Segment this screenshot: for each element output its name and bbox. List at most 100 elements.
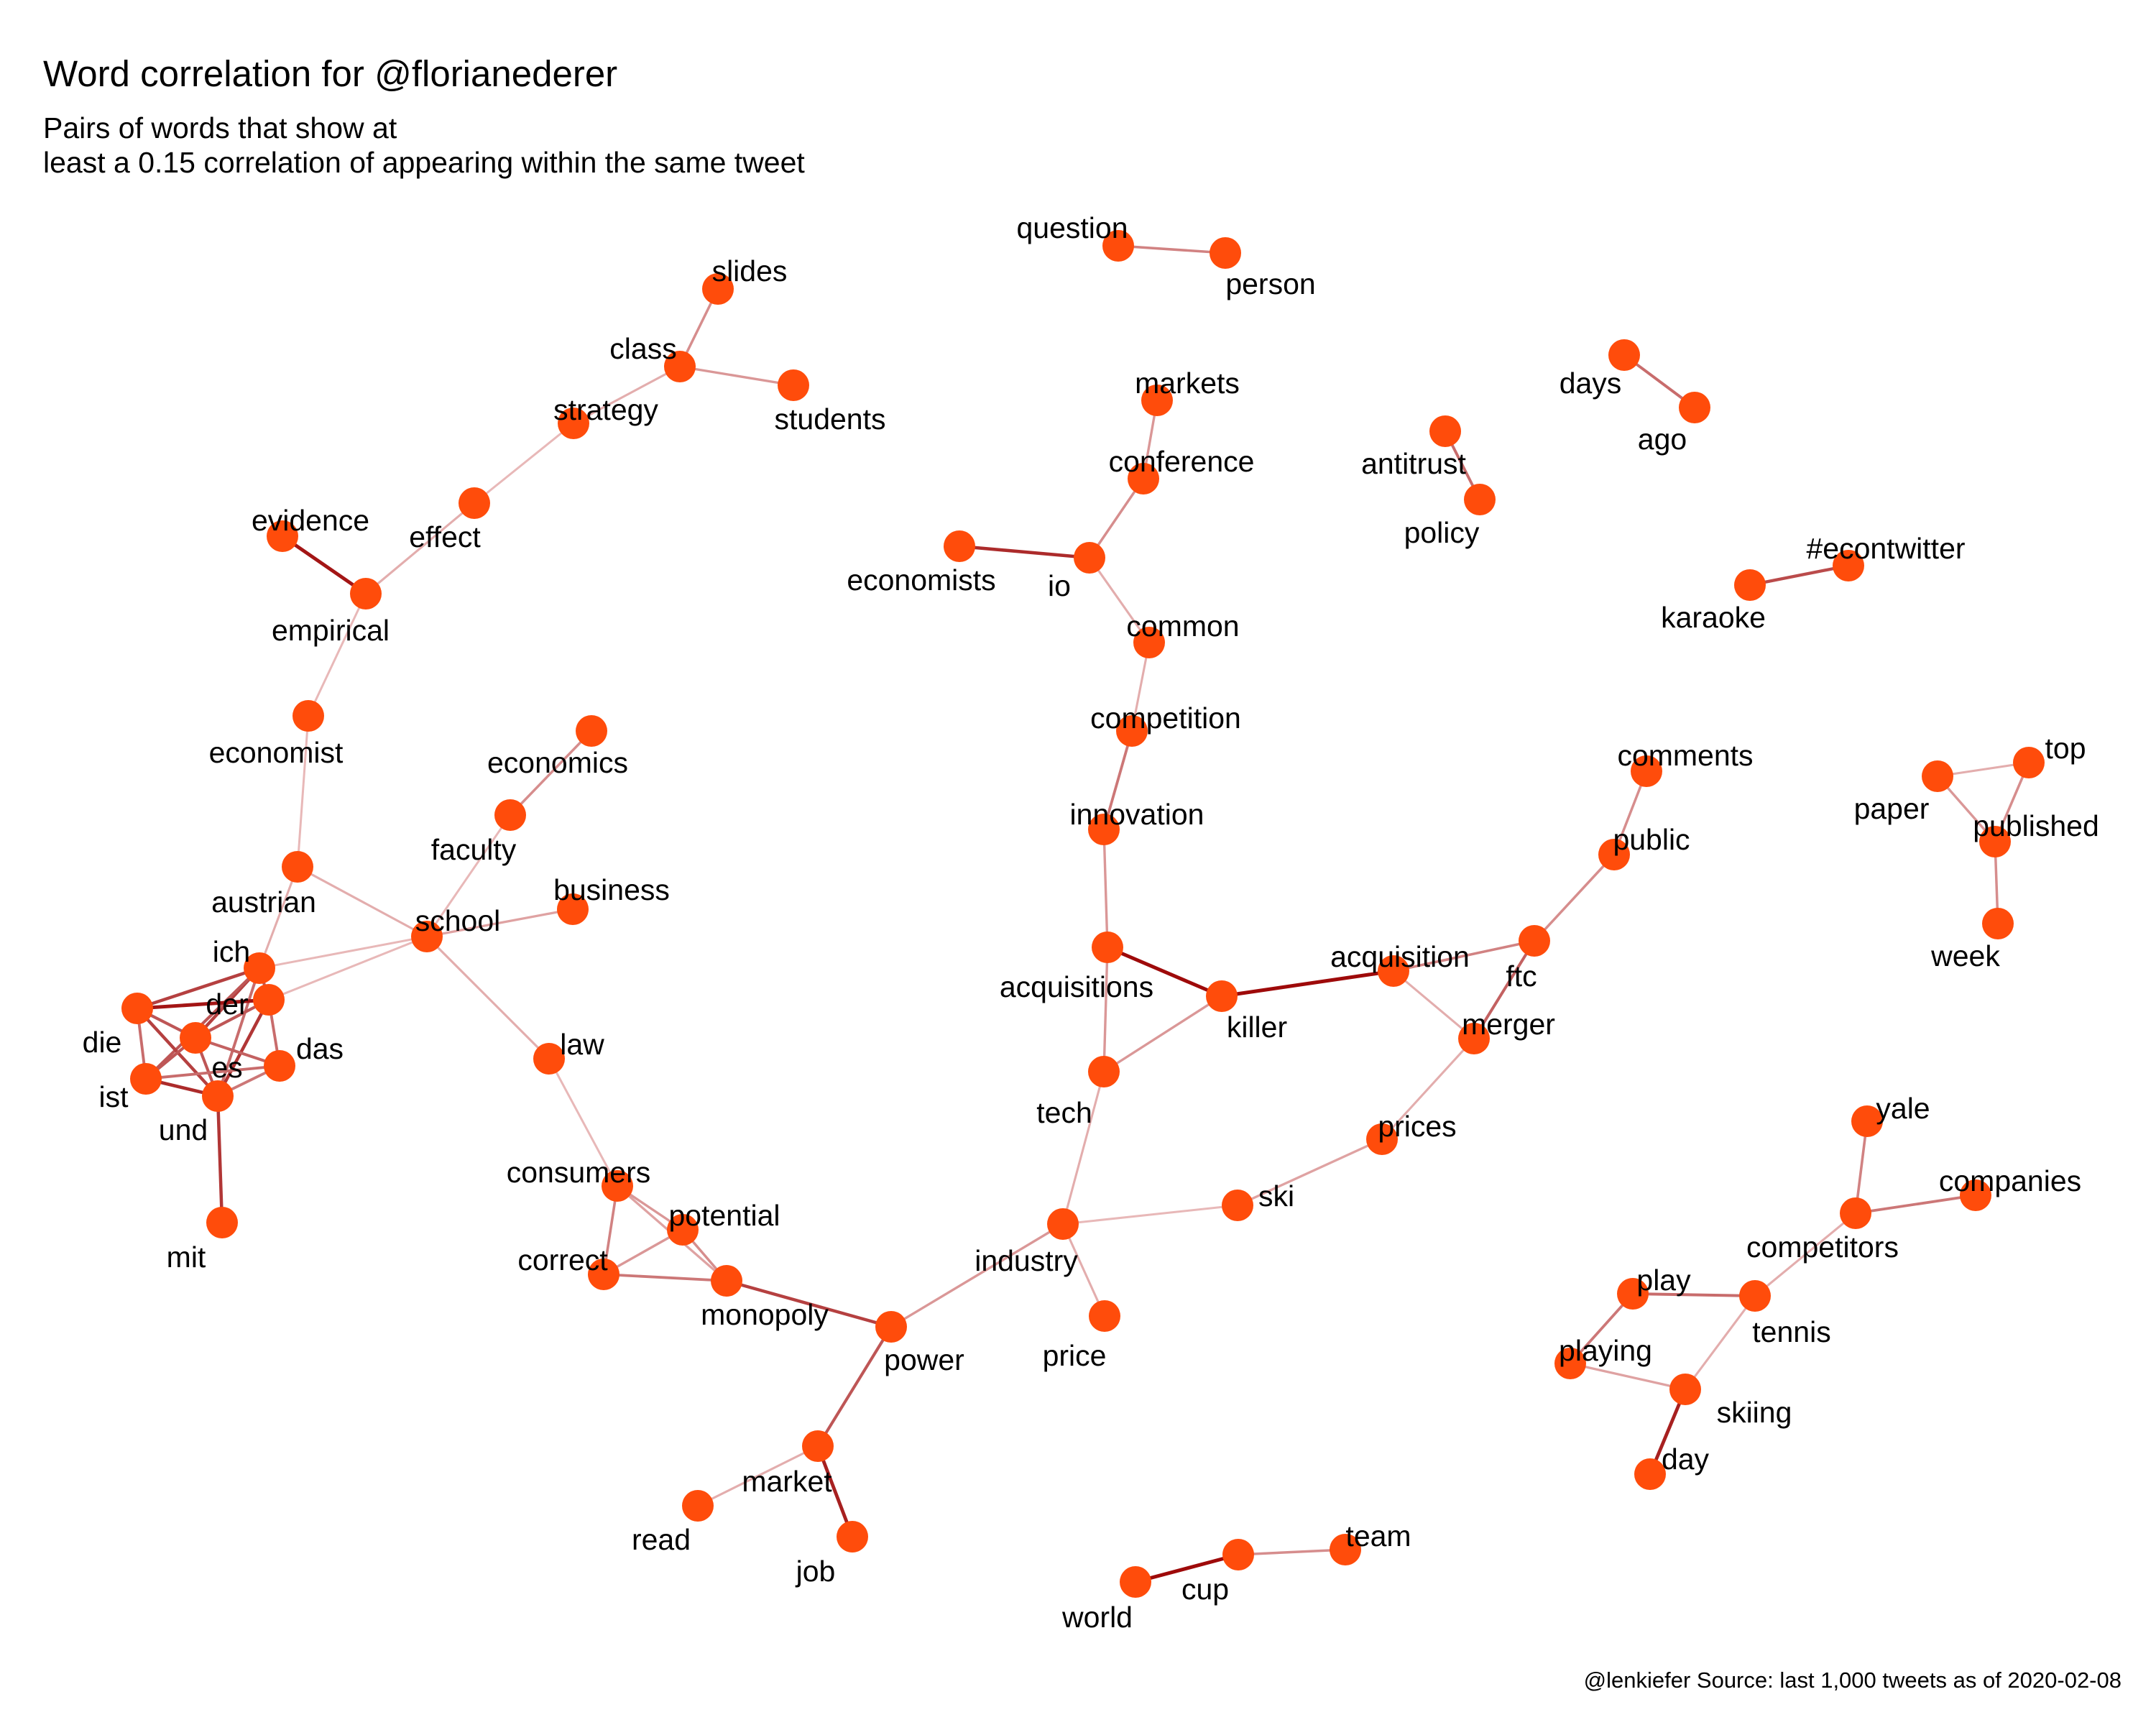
node-label-monopoly: monopoly: [701, 1298, 829, 1331]
node-label-slides: slides: [712, 254, 788, 288]
node-label-ago: ago: [1638, 423, 1687, 456]
edge-economists-io: [957, 544, 1092, 560]
node-die: [121, 993, 153, 1024]
node-economics: [576, 715, 607, 747]
label-layer: question person slides class students strateg…: [83, 211, 2099, 1634]
node-acquisition: [1378, 955, 1409, 987]
edge-effect-empirical: [364, 502, 476, 595]
edge-austrian-ich: [258, 865, 299, 970]
node-label-prices: prices: [1378, 1110, 1456, 1143]
chart-caption: @lenkiefer Source: last 1,000 tweets as …: [1584, 1668, 2122, 1693]
node-label-business: business: [553, 873, 670, 906]
node-io: [1074, 542, 1105, 574]
node-label-ftc: ftc: [1506, 960, 1537, 993]
node-label-economics: economics: [487, 746, 628, 779]
node-label-und: und: [159, 1113, 208, 1146]
node-business: [557, 893, 589, 925]
edge-tennis-skiing: [1684, 1294, 1756, 1391]
node-ftc: [1519, 925, 1550, 957]
node-label-karaoke: karaoke: [1661, 601, 1766, 634]
node-label-law: law: [560, 1028, 604, 1061]
node-law: [533, 1043, 565, 1075]
edge-merger-prices: [1381, 1037, 1475, 1141]
node-der: [253, 984, 285, 1016]
node-label-price: price: [1043, 1339, 1107, 1372]
node-label-students: students: [775, 402, 886, 436]
node-label-top: top: [2045, 732, 2086, 765]
node-public: [1598, 839, 1630, 870]
node-play: [1617, 1278, 1649, 1310]
edge-killer-tech: [1102, 995, 1223, 1073]
node-austrian: [282, 851, 313, 883]
node-prices: [1366, 1123, 1398, 1155]
node-competitors: [1840, 1197, 1871, 1229]
node-person: [1210, 237, 1241, 269]
edge-class-students: [678, 365, 795, 387]
node-label-days: days: [1560, 367, 1622, 400]
node-playing: [1554, 1348, 1586, 1379]
node-label-public: public: [1613, 823, 1690, 856]
node-label-tech: tech: [1036, 1096, 1092, 1129]
node-industry: [1047, 1208, 1079, 1240]
node-econtwitter: [1833, 550, 1864, 581]
node-label-paper: paper: [1854, 792, 1930, 825]
node-label-comments: comments: [1617, 739, 1753, 772]
node-label-correct: correct: [517, 1243, 608, 1276]
edge-innovation-acquisitions: [1102, 828, 1109, 949]
edge-killer-acquisition: [1220, 969, 1396, 998]
node-ich: [244, 952, 275, 984]
node-label-team: team: [1345, 1519, 1411, 1552]
edge-acquisitions-killer: [1105, 945, 1224, 998]
edge-ist-das: [144, 1064, 281, 1080]
node-karaoke: [1734, 569, 1766, 601]
node-label-ich: ich: [213, 935, 250, 968]
edge-school-austrian: [296, 865, 428, 938]
node-label-killer: killer: [1227, 1011, 1287, 1044]
edge-faculty-economics: [509, 730, 593, 816]
node-label-competitors: competitors: [1746, 1230, 1899, 1264]
node-label-austrian: austrian: [211, 886, 316, 919]
node-label-job: job: [796, 1555, 836, 1588]
node-label-power: power: [884, 1343, 964, 1376]
edge-market-job: [816, 1444, 854, 1539]
node-empirical: [350, 578, 382, 610]
edge-competition-innovation: [1102, 730, 1133, 831]
edge-ich-und: [216, 967, 261, 1098]
node-week: [1982, 908, 2014, 939]
node-correct: [588, 1259, 619, 1290]
edge-consumers-law: [548, 1057, 619, 1187]
node-skiing: [1669, 1374, 1701, 1405]
edge-ftc-merger: [1473, 939, 1536, 1040]
node-economist: [292, 700, 324, 732]
node-markets: [1141, 385, 1173, 416]
node-mit: [206, 1207, 238, 1238]
edge-strategy-effect: [473, 422, 575, 505]
node-slides: [702, 273, 734, 305]
node-label-empirical: empirical: [272, 614, 390, 647]
node-policy: [1464, 484, 1496, 515]
node-label-policy: policy: [1404, 516, 1480, 549]
edge-question-person: [1117, 244, 1227, 254]
node-tech: [1088, 1056, 1120, 1087]
node-label-ski: ski: [1258, 1179, 1294, 1213]
node-killer: [1206, 980, 1238, 1012]
edge-ftc-public: [1533, 853, 1616, 942]
node-label-person: person: [1225, 267, 1315, 300]
edge-school-business: [425, 908, 574, 938]
node-label-tennis: tennis: [1752, 1315, 1830, 1348]
edge-market-read: [696, 1445, 819, 1507]
chart-subtitle-line-2: least a 0.15 correlation of appearing wi…: [43, 146, 805, 179]
node-label-play: play: [1636, 1264, 1691, 1297]
node-label-consumers: consumers: [507, 1156, 651, 1189]
node-label-week: week: [1930, 939, 2000, 972]
node-consumers: [602, 1170, 633, 1202]
edge-acquisitions-tech: [1102, 946, 1109, 1073]
edge-der-und: [216, 998, 271, 1098]
node-label-effect: effect: [409, 520, 481, 553]
edge-ich-die: [135, 966, 262, 1011]
node-label-io: io: [1048, 569, 1071, 602]
edge-playing-skiing: [1569, 1362, 1687, 1391]
edge-competitors-companies: [1854, 1194, 1977, 1215]
edge-class-strategy: [572, 365, 681, 425]
